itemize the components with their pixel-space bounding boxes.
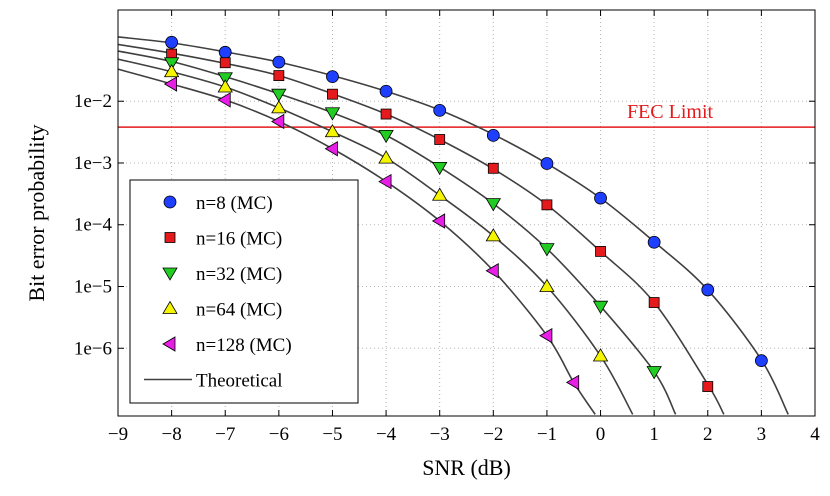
x-tick-label: −2 — [483, 424, 503, 445]
data-point — [163, 76, 178, 92]
x-tick-label: −3 — [430, 424, 450, 445]
data-point — [434, 134, 446, 145]
plot-frame — [117, 9, 816, 417]
x-axis-ticks: −9 −8 −7 −6 −5 −4 −3 −2 −1 0 1 2 3 4 — [108, 10, 820, 445]
data-point — [326, 70, 339, 84]
y-tick-label: 1e−6 — [74, 338, 112, 359]
legend-marker — [164, 232, 176, 243]
x-tick-label: 0 — [596, 424, 606, 445]
data-point — [646, 366, 662, 380]
theory-curve-n=64 — [118, 58, 634, 415]
legend-label: n=64 (MC) — [196, 300, 282, 321]
data-point — [431, 161, 448, 176]
legend-label: n=16 (MC) — [196, 229, 282, 250]
data-point — [218, 45, 232, 59]
data-point — [592, 300, 609, 314]
data-point — [163, 57, 180, 71]
y-axis-label: Bit error probability — [24, 124, 49, 301]
data-point — [485, 198, 502, 212]
data-point — [540, 157, 554, 170]
data-point — [378, 150, 394, 164]
data-point — [163, 63, 180, 78]
x-tick-label: −8 — [162, 424, 182, 445]
mc-markers — [163, 35, 768, 392]
data-point — [701, 283, 715, 297]
data-point — [539, 278, 555, 292]
legend-label: Theoretical — [196, 371, 283, 392]
data-point — [217, 72, 233, 86]
x-tick-label: −1 — [537, 424, 557, 445]
data-point — [165, 35, 179, 49]
data-point — [324, 107, 341, 121]
fec-limit-label: FEC Limit — [627, 101, 714, 123]
legend: n=8 (MC) n=16 (MC) n=32 (MC) n=64 (MC) n=128… — [129, 179, 359, 404]
legend-marker — [162, 300, 178, 314]
x-tick-label: 3 — [757, 424, 767, 445]
y-tick-label: 1e−5 — [74, 276, 112, 297]
x-axis-label: SNR (dB) — [422, 455, 511, 480]
data-point — [217, 79, 233, 93]
data-point — [487, 162, 499, 174]
data-point — [378, 173, 392, 190]
data-point — [539, 327, 553, 344]
legend-label: n=32 (MC) — [196, 264, 282, 285]
legend-box — [129, 179, 359, 404]
data-point — [592, 348, 609, 362]
data-point — [327, 88, 338, 100]
x-tick-label: −7 — [215, 424, 235, 445]
data-point — [486, 128, 500, 142]
data-point — [541, 199, 553, 211]
x-tick-label: −6 — [269, 424, 289, 445]
data-point — [380, 108, 392, 120]
data-point — [647, 235, 661, 249]
data-point — [271, 113, 285, 130]
x-tick-label: −9 — [108, 424, 128, 445]
theory-curve-n=128 — [118, 68, 596, 415]
data-point — [219, 57, 231, 69]
data-point — [595, 246, 606, 257]
data-point — [565, 374, 580, 391]
data-point — [271, 88, 287, 102]
data-point — [272, 55, 286, 69]
x-tick-label: 1 — [649, 424, 659, 445]
x-tick-label: 4 — [810, 424, 820, 445]
data-point — [485, 228, 502, 242]
data-point — [431, 187, 448, 201]
x-tick-label: −4 — [376, 424, 397, 445]
data-point — [539, 243, 555, 257]
legend-marker — [163, 195, 177, 209]
y-tick-label: 1e−4 — [74, 215, 113, 236]
x-tick-label: 2 — [703, 424, 713, 445]
x-tick-label: −5 — [322, 424, 342, 445]
data-point — [324, 123, 341, 138]
data-point — [217, 92, 231, 108]
data-point — [702, 381, 714, 392]
legend-marker — [162, 336, 176, 352]
data-point — [379, 84, 393, 98]
y-tick-label: 1e−3 — [74, 153, 112, 174]
data-point — [594, 191, 607, 205]
data-point — [485, 263, 499, 279]
data-point — [754, 354, 768, 368]
data-point — [431, 213, 446, 229]
legend-marker — [162, 267, 178, 281]
data-point — [648, 297, 660, 308]
data-point — [324, 141, 338, 157]
fec-limit-group: FEC Limit — [118, 101, 815, 128]
data-point — [271, 100, 287, 114]
y-tick-label: 1e−2 — [74, 91, 112, 112]
data-point — [273, 70, 285, 81]
data-point — [378, 129, 394, 144]
data-point — [433, 104, 447, 117]
legend-label: n=8 (MC) — [196, 193, 273, 214]
y-axis-ticks: 1e−2 1e−3 1e−4 1e−5 1e−6 — [74, 91, 815, 359]
legend-label: n=128 (MC) — [196, 335, 292, 356]
